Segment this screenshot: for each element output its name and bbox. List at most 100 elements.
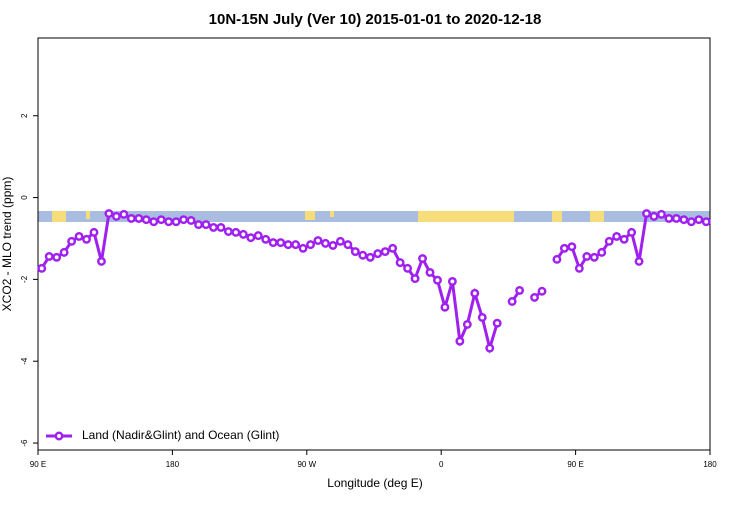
y-axis-label: XCO2 - MLO trend (ppm) bbox=[0, 177, 14, 312]
point bbox=[231, 227, 241, 237]
point bbox=[574, 263, 584, 273]
point bbox=[597, 247, 607, 257]
point bbox=[604, 236, 614, 246]
x-tick-label: 90 W bbox=[297, 460, 316, 469]
point bbox=[238, 229, 248, 239]
point bbox=[313, 236, 323, 245]
point bbox=[462, 319, 472, 329]
point bbox=[44, 252, 54, 261]
point bbox=[373, 249, 383, 259]
point bbox=[291, 240, 301, 250]
point bbox=[701, 217, 711, 227]
point bbox=[156, 215, 166, 225]
point bbox=[216, 222, 226, 232]
point bbox=[350, 247, 360, 257]
chart-title: 10N-15N July (Ver 10) 2015-01-01 to 2020… bbox=[209, 11, 542, 28]
point bbox=[276, 238, 286, 248]
x-tick-label: 180 bbox=[703, 460, 717, 469]
point bbox=[335, 236, 345, 246]
point bbox=[126, 213, 136, 223]
point bbox=[679, 215, 689, 225]
plot-frame bbox=[37, 37, 711, 451]
point bbox=[82, 234, 91, 244]
point bbox=[283, 240, 293, 250]
point bbox=[686, 217, 696, 227]
map-strip bbox=[38, 211, 710, 222]
point bbox=[134, 213, 144, 223]
x-tick-label: 90 E bbox=[30, 460, 46, 469]
point bbox=[343, 240, 353, 250]
point bbox=[612, 231, 622, 241]
point bbox=[627, 227, 637, 237]
point bbox=[455, 336, 465, 346]
point bbox=[201, 220, 211, 230]
point bbox=[149, 217, 159, 227]
point bbox=[380, 247, 390, 257]
point bbox=[59, 247, 69, 257]
point bbox=[74, 231, 84, 241]
point bbox=[470, 288, 480, 298]
point bbox=[425, 267, 435, 277]
point bbox=[619, 234, 629, 244]
point bbox=[559, 243, 569, 253]
y-tick-label: -2 bbox=[20, 275, 29, 283]
point bbox=[395, 258, 405, 268]
point bbox=[253, 231, 263, 241]
point bbox=[403, 263, 413, 273]
point bbox=[515, 285, 525, 295]
point bbox=[298, 243, 308, 253]
point bbox=[104, 209, 114, 218]
point bbox=[477, 312, 487, 322]
series-line bbox=[40, 211, 499, 354]
point bbox=[582, 252, 592, 261]
legend-marker bbox=[54, 431, 64, 441]
point bbox=[194, 220, 203, 230]
point bbox=[694, 215, 704, 225]
point bbox=[179, 215, 189, 225]
point bbox=[261, 234, 271, 244]
point bbox=[447, 276, 457, 286]
point bbox=[89, 227, 99, 237]
point bbox=[657, 209, 666, 219]
y-tick-label: -6 bbox=[20, 439, 29, 447]
point bbox=[649, 211, 659, 221]
point bbox=[119, 209, 129, 219]
point bbox=[537, 286, 547, 296]
point bbox=[492, 318, 502, 328]
point bbox=[664, 213, 674, 223]
point bbox=[306, 240, 315, 250]
point bbox=[589, 252, 599, 262]
x-axis-label: Longitude (deg E) bbox=[327, 476, 422, 490]
point bbox=[186, 216, 196, 225]
point bbox=[433, 275, 442, 285]
x-tick-label: 180 bbox=[166, 460, 180, 469]
point bbox=[530, 292, 539, 302]
point bbox=[567, 242, 577, 252]
point bbox=[67, 236, 77, 246]
point bbox=[642, 209, 651, 218]
point bbox=[418, 254, 427, 263]
point bbox=[209, 222, 218, 232]
point bbox=[552, 254, 562, 264]
point bbox=[321, 238, 330, 248]
point bbox=[507, 297, 517, 306]
point bbox=[358, 250, 368, 260]
point bbox=[171, 217, 181, 227]
point bbox=[328, 240, 338, 250]
point bbox=[440, 302, 450, 312]
point bbox=[111, 211, 121, 221]
point bbox=[223, 227, 233, 236]
x-tick-label: 0 bbox=[439, 460, 444, 469]
point bbox=[97, 256, 106, 266]
point bbox=[485, 343, 495, 353]
point bbox=[268, 238, 278, 248]
point bbox=[634, 256, 644, 266]
legend-label: Land (Nadir&Glint) and Ocean (Glint) bbox=[82, 428, 279, 442]
y-tick-label: 0 bbox=[20, 195, 29, 200]
point bbox=[37, 263, 47, 273]
point bbox=[671, 213, 681, 223]
point bbox=[388, 243, 398, 253]
point bbox=[164, 217, 174, 227]
y-tick-label: -4 bbox=[20, 357, 29, 365]
y-tick-label: 2 bbox=[20, 113, 29, 118]
